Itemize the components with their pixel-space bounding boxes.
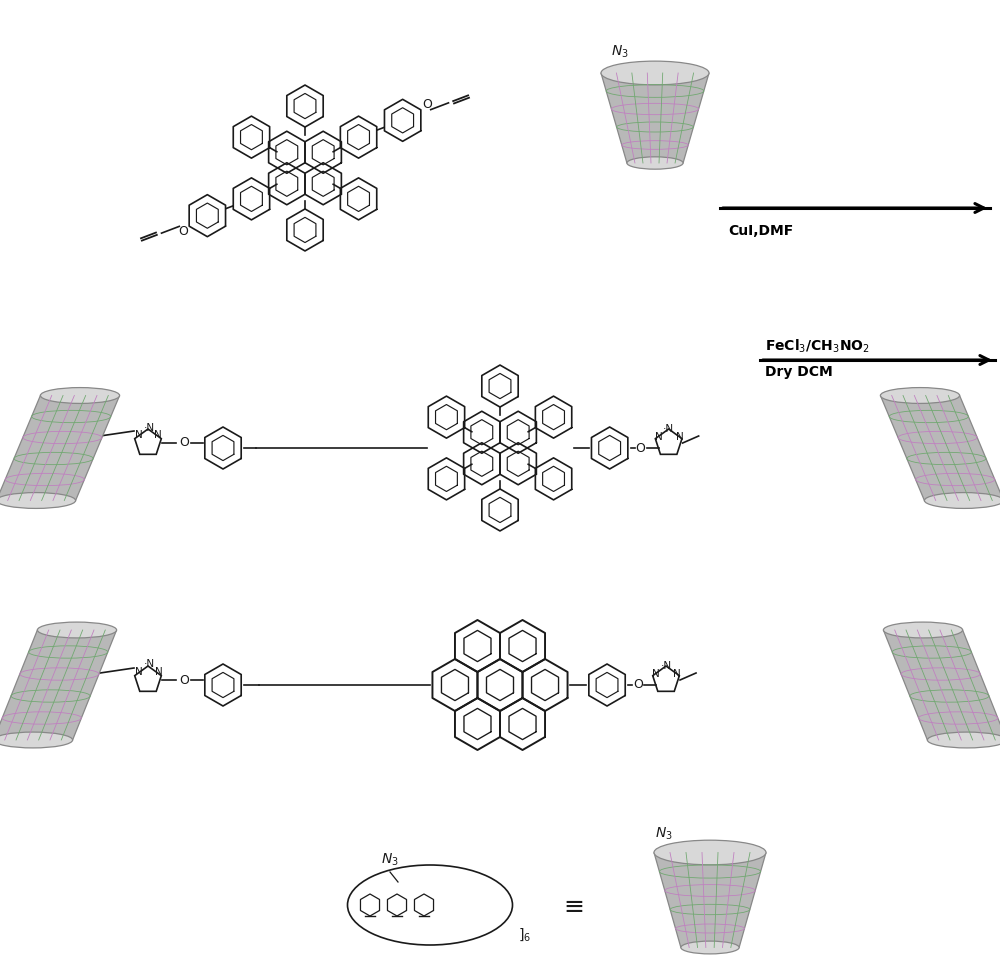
Text: ·N: ·N — [663, 424, 674, 434]
Text: $N_3$: $N_3$ — [655, 826, 673, 842]
Text: FeCl$_3$/CH$_3$NO$_2$: FeCl$_3$/CH$_3$NO$_2$ — [765, 338, 870, 355]
Text: CuI,DMF: CuI,DMF — [728, 224, 793, 238]
Text: N: N — [154, 430, 162, 440]
Ellipse shape — [627, 157, 683, 169]
Ellipse shape — [0, 732, 73, 748]
Text: O: O — [636, 442, 646, 454]
Polygon shape — [883, 630, 1000, 740]
Polygon shape — [601, 73, 709, 163]
Ellipse shape — [880, 387, 960, 404]
Text: N: N — [676, 432, 684, 442]
Text: N: N — [135, 430, 143, 440]
Ellipse shape — [681, 941, 739, 954]
Text: Dry DCM: Dry DCM — [765, 365, 833, 379]
Ellipse shape — [654, 840, 766, 865]
Polygon shape — [0, 395, 120, 500]
Text: N: N — [652, 669, 660, 679]
Ellipse shape — [927, 732, 1000, 748]
Ellipse shape — [37, 622, 117, 638]
Text: $]_6$: $]_6$ — [518, 926, 531, 944]
Ellipse shape — [883, 622, 963, 638]
Polygon shape — [880, 395, 1000, 500]
Text: O: O — [179, 673, 189, 687]
Ellipse shape — [601, 61, 709, 85]
Text: ·N: ·N — [660, 661, 672, 671]
Text: O: O — [179, 437, 189, 450]
Text: ·N: ·N — [143, 423, 155, 433]
Ellipse shape — [924, 492, 1000, 509]
Text: $N_3$: $N_3$ — [611, 44, 629, 60]
Polygon shape — [0, 630, 117, 740]
Text: N: N — [135, 667, 143, 677]
Polygon shape — [654, 852, 766, 948]
Ellipse shape — [40, 387, 120, 404]
Text: O: O — [178, 225, 188, 238]
Ellipse shape — [0, 492, 76, 509]
Text: N: N — [155, 667, 163, 677]
Text: $\equiv$: $\equiv$ — [559, 893, 585, 917]
Text: N: N — [673, 669, 681, 679]
Text: ·N: ·N — [143, 659, 155, 669]
Text: O: O — [422, 98, 432, 111]
Text: N: N — [655, 432, 663, 442]
Text: O: O — [633, 678, 643, 692]
Text: $N_3$: $N_3$ — [381, 851, 399, 868]
